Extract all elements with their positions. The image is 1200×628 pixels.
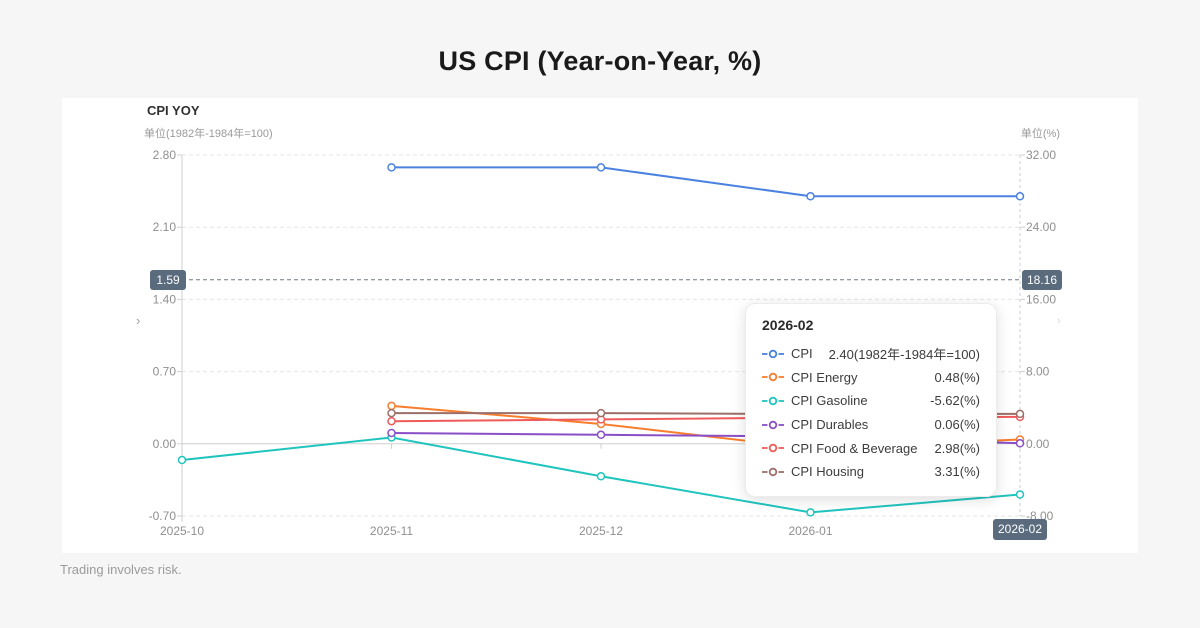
right-axis-pointer-badge: 18.16 (1022, 270, 1062, 290)
right-axis-tick-label: 0.00 (1026, 437, 1050, 451)
series-legend-icon (762, 420, 784, 429)
right-axis-unit-label: 单位(%) (1020, 128, 1060, 140)
data-point-marker[interactable] (1015, 192, 1025, 201)
disclaimer-text: Trading involves risk. (60, 562, 182, 577)
tooltip-rows: CPI 2.40(1982年-1984年=100) CPI Energy 0.48(%… (762, 342, 980, 484)
data-point-marker[interactable] (806, 192, 815, 201)
left-axis-tick-label: -0.70 (149, 509, 177, 523)
tooltip-series-value: 2.98(%) (934, 440, 980, 456)
data-point-marker[interactable] (1015, 439, 1025, 448)
right-axis-tick-label: 32.00 (1026, 148, 1056, 162)
data-point-marker[interactable] (596, 163, 606, 172)
tooltip-series-label: CPI Housing (791, 464, 864, 480)
left-axis-tick-label: 1.40 (153, 292, 177, 306)
data-point-marker[interactable] (1015, 409, 1025, 419)
tooltip-header: 2026-02 (762, 317, 814, 333)
left-axis-unit-label: 单位(1982年-1984年=100) (144, 128, 273, 140)
left-axis-tick-label: 2.80 (153, 148, 177, 162)
data-point-marker[interactable] (387, 408, 396, 418)
series-legend-icon (762, 443, 784, 453)
data-point-marker[interactable] (596, 408, 606, 418)
pan-left-icon[interactable]: › (136, 313, 141, 328)
data-point-marker[interactable] (806, 508, 815, 517)
right-axis-tick-label: 16.00 (1026, 292, 1056, 306)
tooltip-row: CPI Gasoline -5.62(%) (762, 389, 980, 413)
page-title: US CPI (Year-on-Year, %) (438, 46, 762, 76)
tooltip-series-value: -5.62(%) (930, 393, 980, 409)
series-legend-icon (762, 373, 784, 382)
data-point-marker[interactable] (387, 401, 396, 411)
tooltip-row: CPI Housing 3.31(%) (762, 460, 980, 484)
tooltip-series-value: 2.40(1982年-1984年=100) (828, 347, 980, 363)
x-axis-tick-label: 2025-11 (370, 524, 413, 538)
series-legend-icon (762, 349, 784, 358)
data-point-marker[interactable] (387, 428, 396, 438)
tooltip-series-value: 0.06(%) (934, 417, 980, 433)
left-axis-tick-label: 2.10 (153, 220, 177, 234)
series-legend-icon (762, 396, 784, 406)
left-axis-pointer-badge: 1.59 (150, 270, 186, 290)
tooltip-row: CPI 2.40(1982年-1984年=100) (762, 342, 980, 366)
tooltip: 2026-02 CPI 2.40(1982年-1984年=100) CPI Ener… (745, 303, 997, 497)
chart-header: CPI YOY (147, 103, 200, 118)
data-point-marker[interactable] (596, 430, 606, 440)
data-point-marker[interactable] (387, 416, 396, 426)
series-legend-icon (762, 467, 784, 476)
tooltip-series-value: 0.48(%) (934, 369, 980, 385)
axes: 2.80 32.00 2.10 24.00 1.40 16.00 0.70 8.00 0.00 0… (149, 148, 1057, 538)
tooltip-series-label: CPI Food & Beverage (791, 440, 918, 456)
series-cpi (387, 163, 1025, 201)
data-point-marker[interactable] (177, 455, 187, 465)
tooltip-row: CPI Energy 0.48(%) (762, 366, 980, 390)
data-point-marker[interactable] (387, 163, 396, 172)
tooltip-series-label: CPI Durables (791, 417, 869, 433)
tooltip-series-value: 3.31(%) (934, 464, 980, 480)
pan-right-icon[interactable]: › (1057, 315, 1061, 327)
tooltip-series-label: CPI (791, 346, 813, 362)
data-point-marker[interactable] (596, 472, 606, 481)
right-axis-tick-label: 8.00 (1026, 365, 1050, 379)
right-axis-tick-label: 24.00 (1026, 220, 1056, 234)
tooltip-series-label: CPI Gasoline (791, 393, 868, 409)
x-axis-tick-label: 2026-01 (788, 524, 832, 538)
x-axis-pointer-badge: 2026-02 (993, 519, 1047, 540)
tooltip-series-label: CPI Energy (791, 369, 858, 385)
x-axis-tick-label: 2025-10 (160, 524, 204, 538)
crosshair (182, 155, 1021, 516)
tooltip-row: CPI Food & Beverage 2.98(%) (762, 436, 980, 460)
x-axis-tick-label: 2025-12 (579, 524, 623, 538)
left-axis-tick-label: 0.00 (153, 437, 177, 451)
data-point-marker[interactable] (1015, 490, 1025, 499)
left-axis-tick-label: 0.70 (153, 365, 177, 379)
tooltip-row: CPI Durables 0.06(%) (762, 413, 980, 437)
